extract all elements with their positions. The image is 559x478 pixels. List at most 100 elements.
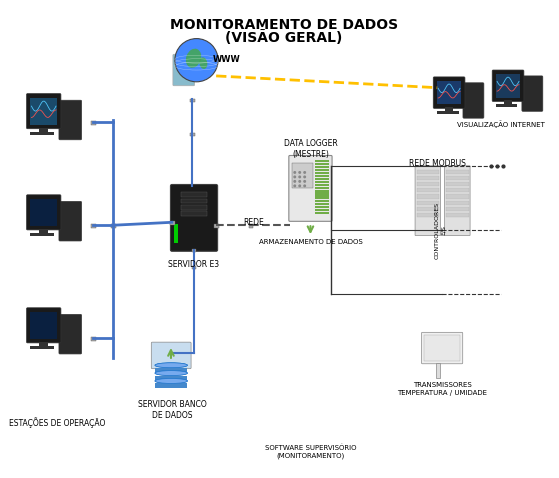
Bar <box>416 188 439 193</box>
Bar <box>91 337 96 341</box>
Ellipse shape <box>186 49 201 68</box>
Bar <box>315 209 329 211</box>
Ellipse shape <box>200 57 207 69</box>
Circle shape <box>293 171 296 174</box>
Ellipse shape <box>155 370 187 376</box>
Bar <box>181 211 207 216</box>
Bar <box>446 207 468 211</box>
Bar <box>504 100 512 104</box>
Bar <box>155 376 187 380</box>
Bar <box>446 201 468 205</box>
Ellipse shape <box>155 363 187 368</box>
FancyBboxPatch shape <box>522 76 543 111</box>
FancyBboxPatch shape <box>463 83 484 118</box>
Text: SERVIDOR E3: SERVIDOR E3 <box>168 260 219 269</box>
Bar <box>315 184 329 186</box>
Circle shape <box>293 180 296 183</box>
Bar <box>190 133 195 136</box>
Bar <box>30 132 54 135</box>
FancyBboxPatch shape <box>173 54 195 86</box>
FancyBboxPatch shape <box>26 195 61 230</box>
Text: REDE MODBUS: REDE MODBUS <box>409 160 466 168</box>
Bar <box>446 188 468 193</box>
Text: VISUALIZAÇÃO INTERNET: VISUALIZAÇÃO INTERNET <box>457 120 545 128</box>
Bar <box>416 170 439 174</box>
Text: ESTAÇÕES DE OPERAÇÃO: ESTAÇÕES DE OPERAÇÃO <box>9 417 105 428</box>
FancyBboxPatch shape <box>415 166 440 236</box>
FancyBboxPatch shape <box>26 308 61 343</box>
Text: SOFTWARE SUPERVISÓRIO
(MONITORAMENTO): SOFTWARE SUPERVISÓRIO (MONITORAMENTO) <box>265 445 356 459</box>
Bar <box>181 199 207 203</box>
FancyBboxPatch shape <box>170 185 217 251</box>
Bar <box>315 203 329 205</box>
Text: REDE: REDE <box>243 218 264 228</box>
Bar <box>315 166 329 168</box>
Bar <box>445 108 453 111</box>
Circle shape <box>303 171 306 174</box>
FancyBboxPatch shape <box>289 155 332 221</box>
Ellipse shape <box>155 363 187 368</box>
Bar <box>170 221 175 225</box>
Bar <box>30 98 57 125</box>
Ellipse shape <box>155 370 187 376</box>
Bar <box>315 172 329 174</box>
FancyBboxPatch shape <box>59 100 82 140</box>
Bar <box>111 224 116 228</box>
Bar <box>437 111 458 114</box>
Bar <box>39 229 48 233</box>
Bar <box>315 199 329 202</box>
Bar <box>416 195 439 199</box>
Circle shape <box>299 171 301 174</box>
Bar <box>446 195 468 199</box>
Text: CONTROLADORES
E/S: CONTROLADORES E/S <box>435 202 446 259</box>
Circle shape <box>293 185 296 187</box>
Bar <box>315 194 329 196</box>
Bar <box>91 121 96 125</box>
FancyBboxPatch shape <box>433 77 465 109</box>
Bar <box>249 224 253 228</box>
Bar <box>192 249 197 252</box>
Bar <box>30 233 54 237</box>
Bar <box>315 190 329 193</box>
Text: TRANSMISSORES
TEMPERATURA / UMIDADE: TRANSMISSORES TEMPERATURA / UMIDADE <box>397 382 487 396</box>
Bar <box>91 224 96 228</box>
Bar <box>424 335 459 361</box>
Bar <box>192 265 197 269</box>
Bar <box>416 213 439 217</box>
FancyBboxPatch shape <box>59 201 82 241</box>
Bar <box>181 205 207 209</box>
Bar <box>436 363 440 378</box>
Bar <box>181 192 207 197</box>
Circle shape <box>299 185 301 187</box>
Bar <box>292 163 312 188</box>
Circle shape <box>175 39 218 82</box>
Text: SERVIDOR BANCO
DE DADOS: SERVIDOR BANCO DE DADOS <box>138 400 206 420</box>
Bar <box>30 199 57 226</box>
Bar <box>446 176 468 180</box>
Circle shape <box>303 175 306 178</box>
FancyBboxPatch shape <box>492 70 524 101</box>
Bar <box>437 81 461 104</box>
FancyBboxPatch shape <box>444 166 470 236</box>
Bar <box>446 182 468 186</box>
Bar <box>315 178 329 180</box>
Bar <box>315 206 329 208</box>
FancyBboxPatch shape <box>151 342 191 369</box>
FancyBboxPatch shape <box>26 94 61 129</box>
Bar <box>39 342 48 347</box>
Circle shape <box>303 180 306 183</box>
Bar <box>315 175 329 177</box>
Bar <box>315 181 329 184</box>
Bar <box>315 160 329 162</box>
Circle shape <box>303 185 306 187</box>
Bar <box>155 368 187 373</box>
Bar <box>315 196 329 199</box>
Bar <box>30 347 54 349</box>
Ellipse shape <box>155 379 187 383</box>
Bar <box>315 163 329 165</box>
Bar <box>446 213 468 217</box>
Text: ARMAZENAMENTO DE DADOS: ARMAZENAMENTO DE DADOS <box>259 239 362 245</box>
Bar <box>315 187 329 189</box>
Bar <box>174 224 178 243</box>
Circle shape <box>299 175 301 178</box>
